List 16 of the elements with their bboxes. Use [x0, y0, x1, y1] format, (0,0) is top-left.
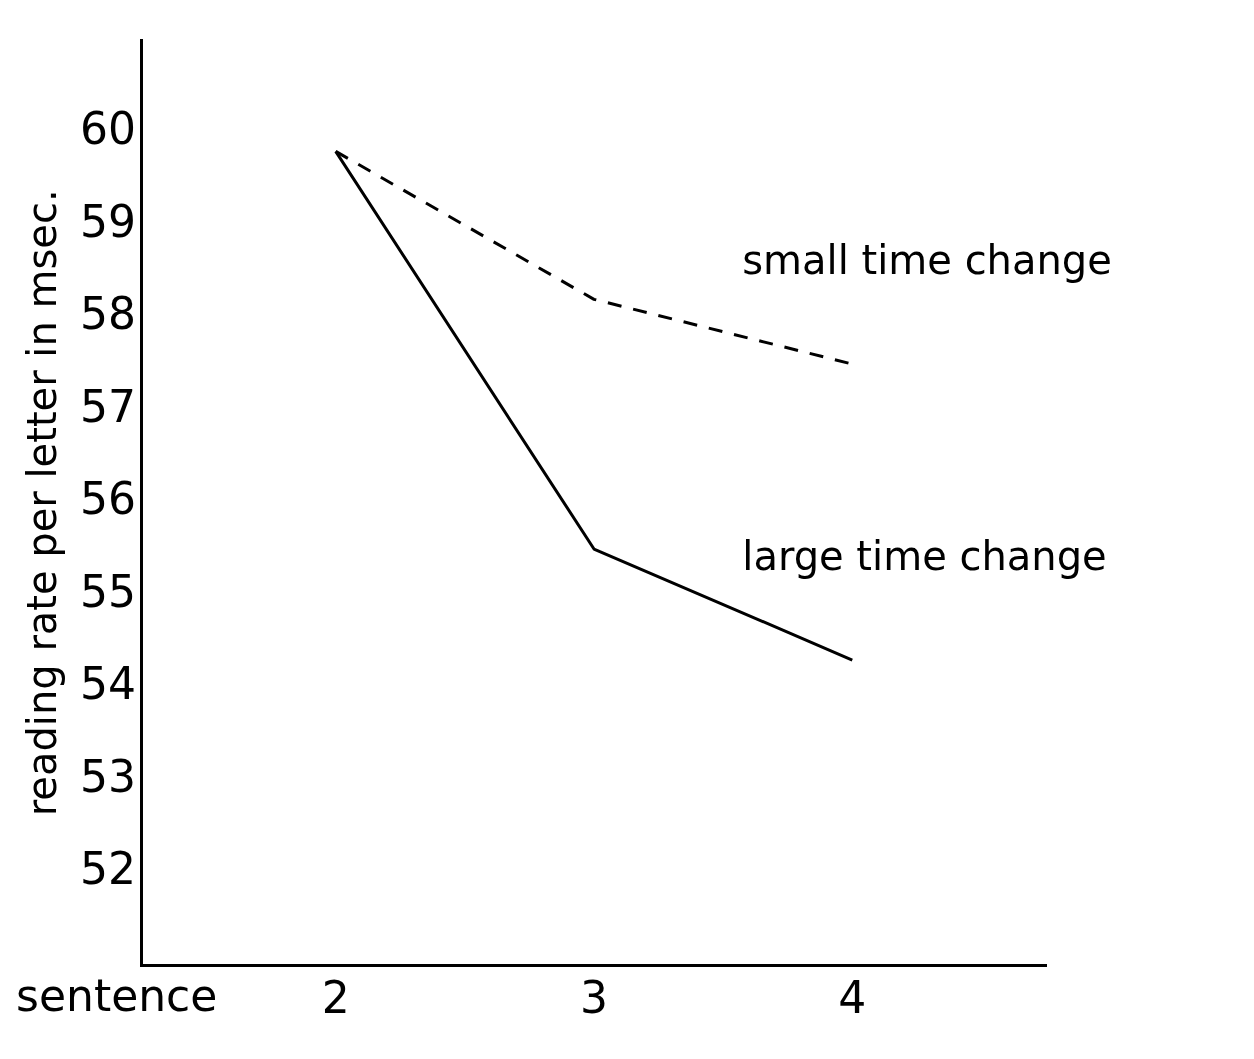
y-tick-label: 55	[79, 565, 136, 617]
x-tick-label: 4	[838, 972, 867, 1024]
y-tick-label: 60	[79, 103, 136, 155]
y-tick-label: 58	[79, 288, 136, 340]
y-tick-label: 57	[79, 380, 136, 432]
x-axis-title: sentence	[16, 969, 218, 1021]
y-tick-label: 59	[79, 195, 136, 247]
series-label: large time change	[742, 533, 1107, 580]
y-tick-label: 54	[79, 658, 136, 710]
y-tick-label: 53	[79, 750, 136, 802]
x-tick-label: 3	[579, 972, 608, 1024]
y-tick-label: 56	[79, 473, 136, 525]
x-tick-label: 2	[321, 972, 350, 1024]
y-tick-label: 52	[79, 843, 136, 895]
series-label: small time change	[742, 237, 1112, 284]
y-axis-title: reading rate per letter in msec.	[19, 189, 66, 817]
